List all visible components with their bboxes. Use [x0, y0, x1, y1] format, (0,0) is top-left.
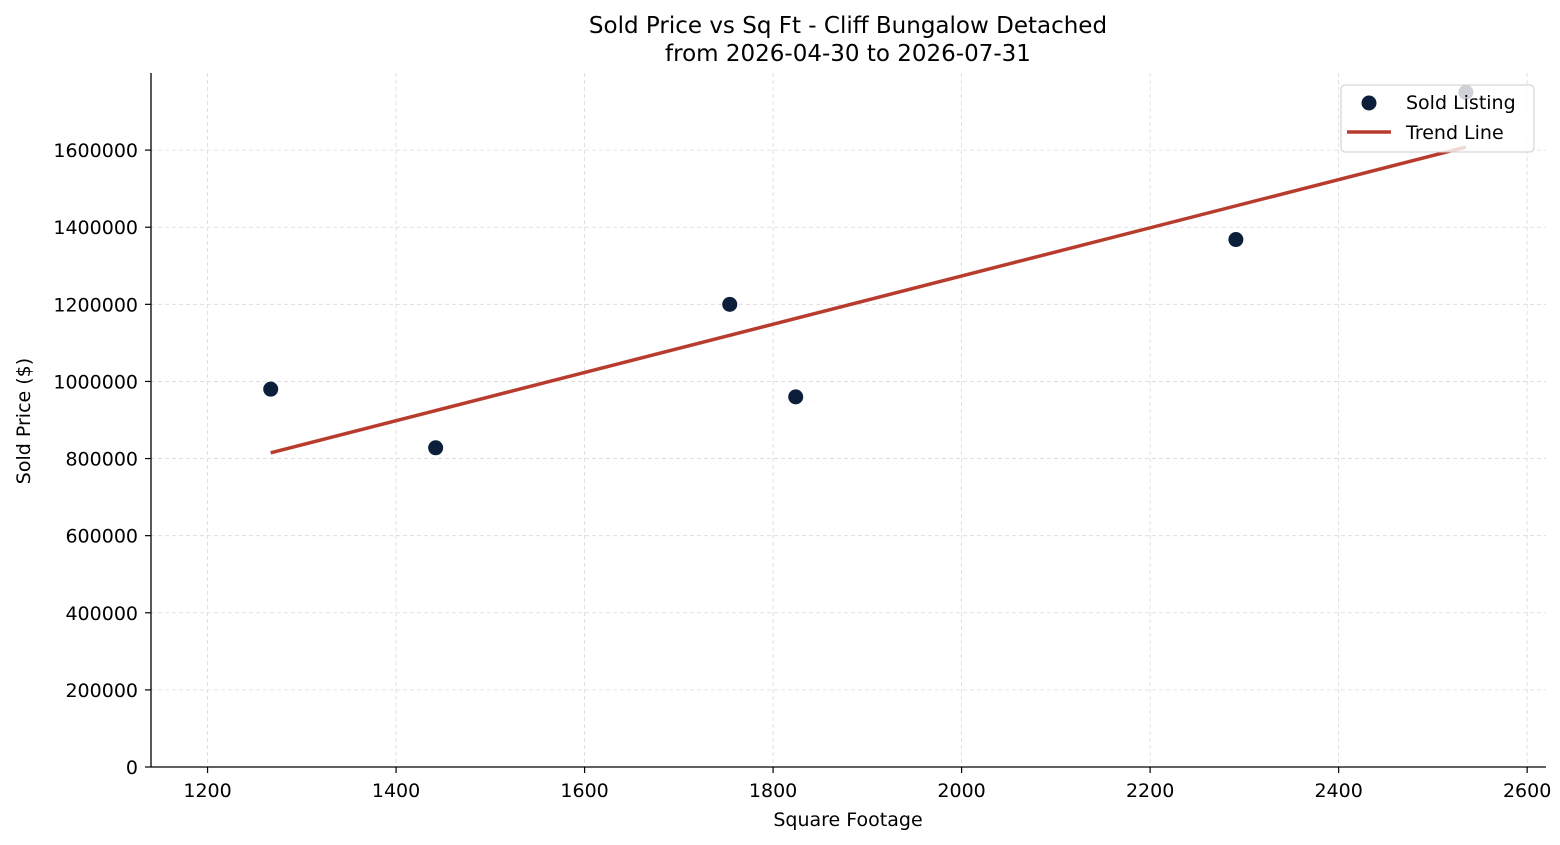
x-tick-label: 1800: [749, 780, 797, 802]
y-tick-label: 400000: [65, 603, 138, 625]
chart-subtitle: from 2026-04-30 to 2026-07-31: [665, 41, 1031, 67]
data-point: [1228, 232, 1244, 248]
chart-title: Sold Price vs Sq Ft - Cliff Bungalow Det…: [589, 13, 1107, 39]
legend-label-sold-listing: Sold Listing: [1406, 92, 1516, 114]
y-tick-label: 1600000: [53, 140, 138, 162]
y-tick-label: 1400000: [53, 217, 138, 239]
x-tick-label: 2000: [937, 780, 985, 802]
y-tick-label: 1200000: [53, 294, 138, 316]
x-tick-label: 2600: [1503, 780, 1551, 802]
axes: [150, 73, 1546, 768]
legend-box: [1340, 84, 1535, 153]
tick-labels: 1200 1400 1600 1800 2000 2200 2400 2600 0 200000 4…: [53, 140, 1551, 802]
trend-line: [270, 145, 1467, 455]
grid-lines: [151, 73, 1546, 767]
x-tick-label: 1600: [560, 780, 608, 802]
x-axis-label: Square Footage: [773, 809, 922, 831]
y-tick-label: 1000000: [53, 371, 138, 393]
y-tick-label: 200000: [65, 680, 138, 702]
data-point: [428, 440, 444, 456]
y-tick-label: 0: [126, 757, 138, 779]
x-tick-label: 1400: [372, 780, 420, 802]
y-axis-label: Sold Price ($): [13, 358, 35, 484]
y-tick-label: 800000: [65, 449, 138, 471]
legend-label-trend-line: Trend Line: [1405, 122, 1504, 144]
legend-scatter-marker: [1361, 95, 1377, 111]
legend: Sold Listing Trend Line: [1340, 84, 1535, 153]
x-tick-label: 2400: [1314, 780, 1362, 802]
plot-marks: [263, 84, 1474, 456]
data-point: [788, 389, 804, 405]
data-point: [263, 381, 279, 397]
x-tick-label: 2200: [1126, 780, 1174, 802]
x-tick-label: 1200: [183, 780, 231, 802]
data-point: [722, 296, 738, 312]
y-tick-label: 600000: [65, 526, 138, 548]
